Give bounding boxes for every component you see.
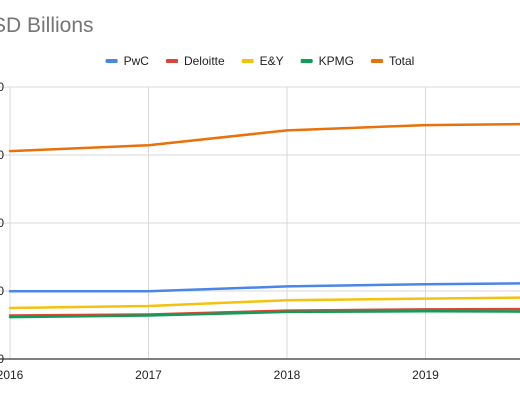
y-tick-label: 150 [0,148,4,162]
legend-swatch [105,59,118,63]
x-tick-label: 2019 [412,368,439,382]
series-lines [8,122,520,319]
legend-swatch [371,59,384,63]
x-tick-label: 2018 [274,368,301,382]
legend-swatch [300,59,313,63]
series-line-total [8,122,520,153]
legend-item-total[interactable]: Total [371,54,414,68]
x-tick-label: 2016 [0,368,24,382]
legend-item-kpmg[interactable]: KPMG [300,54,354,68]
y-tick-label: 0 [0,352,4,366]
legend-label: PwC [124,54,150,68]
x-tick-label: 2017 [135,368,162,382]
series-line-e-y [8,296,520,310]
chart-title: SD Billions [0,14,94,37]
legend-item-e-y[interactable]: E&Y [241,54,284,68]
legend-swatch [241,59,254,63]
legend-item-pwc[interactable]: PwC [105,54,150,68]
y-tick-label: 50 [0,284,4,298]
legend-label: Deloitte [184,54,225,68]
legend-label: Total [389,54,414,68]
legend-label: KPMG [319,54,354,68]
legend: PwC Deloitte E&Y KPMG Total [105,54,414,68]
legend-label: E&Y [260,54,284,68]
series-line-kpmg [8,310,520,319]
y-tick-label: 200 [0,80,4,94]
legend-item-deloitte[interactable]: Deloitte [165,54,225,68]
legend-swatch [165,59,178,63]
grid [0,86,520,359]
axes: 0 50 100 150 200 2016 2017 2018 2019 [0,80,520,382]
series-line-pwc [8,282,520,293]
y-tick-label: 100 [0,216,4,230]
